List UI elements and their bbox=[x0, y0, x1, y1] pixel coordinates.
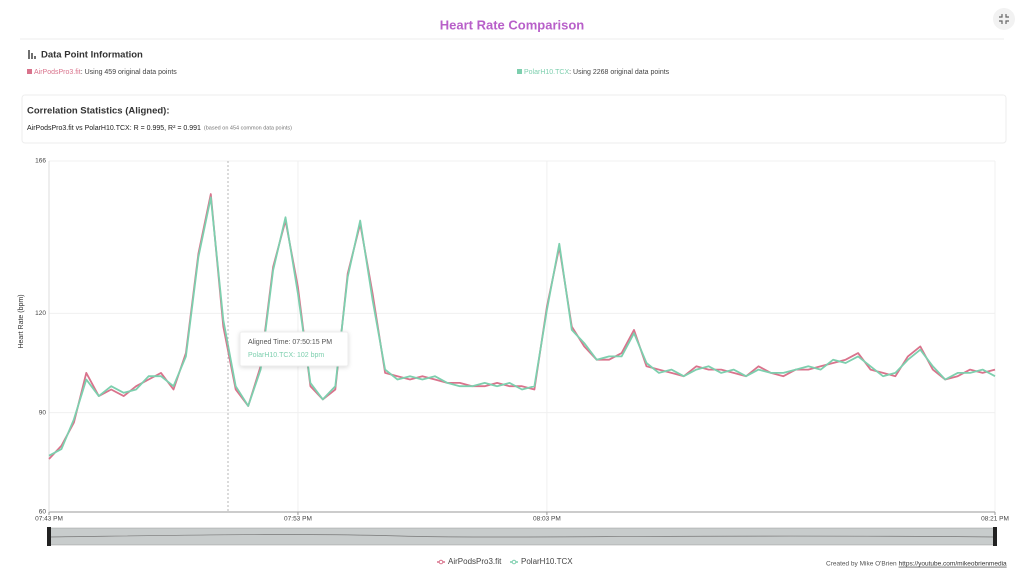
legend-swatch bbox=[517, 69, 522, 74]
y-tick-label: 166 bbox=[35, 158, 46, 165]
tooltip bbox=[239, 331, 349, 367]
legend-swatch bbox=[27, 69, 32, 74]
legend-label: AirPodsPro3.fit bbox=[448, 557, 502, 566]
page-title: Heart Rate Comparison bbox=[440, 17, 585, 32]
info-title: Data Point Information bbox=[41, 50, 143, 61]
footer-link[interactable]: https://youtube.com/mikeobrienmedia bbox=[899, 561, 1007, 568]
legend-dot bbox=[511, 559, 517, 565]
tooltip-value: PolarH10.TCX: 102 bpm bbox=[248, 352, 324, 359]
tooltip-time: Aligned Time: 07:50:15 PM bbox=[248, 339, 332, 346]
x-tick-label: 07:53 PM bbox=[284, 516, 312, 523]
info-name: PolarH10.TCX bbox=[524, 69, 569, 76]
info-text: : Using 459 original data points bbox=[81, 69, 178, 76]
footer-credit: Created by Mike O'Brien bbox=[826, 561, 897, 568]
x-tick-label: 08:03 PM bbox=[533, 516, 561, 523]
y-axis-label: Heart Rate (bpm) bbox=[18, 294, 25, 348]
y-tick-label: 120 bbox=[35, 310, 46, 317]
y-tick-label: 60 bbox=[39, 509, 47, 516]
correlation-note: (based on 454 common data points) bbox=[204, 125, 292, 131]
fullscreen-button[interactable] bbox=[993, 8, 1015, 30]
correlation-title: Correlation Statistics (Aligned): bbox=[27, 106, 170, 117]
slider-handle[interactable] bbox=[993, 527, 997, 546]
slider-preview bbox=[48, 534, 996, 538]
series-line bbox=[48, 196, 996, 457]
x-tick-label: 07:43 PM bbox=[35, 516, 63, 523]
chart-icon bbox=[28, 50, 36, 59]
legend-dot bbox=[438, 559, 444, 565]
legend-label: PolarH10.TCX bbox=[521, 557, 573, 566]
x-tick-label: 08:21 PM bbox=[981, 516, 1009, 523]
slider-handle[interactable] bbox=[47, 527, 51, 546]
correlation-panel bbox=[21, 94, 1007, 144]
fullscreen-icon bbox=[999, 14, 1009, 24]
info-name: AirPodsPro3.fit bbox=[34, 69, 81, 76]
y-tick-label: 90 bbox=[39, 409, 47, 416]
correlation-summary: AirPodsPro3.fit vs PolarH10.TCX: R = 0.9… bbox=[27, 125, 201, 132]
info-text: : Using 2268 original data points bbox=[569, 69, 670, 76]
